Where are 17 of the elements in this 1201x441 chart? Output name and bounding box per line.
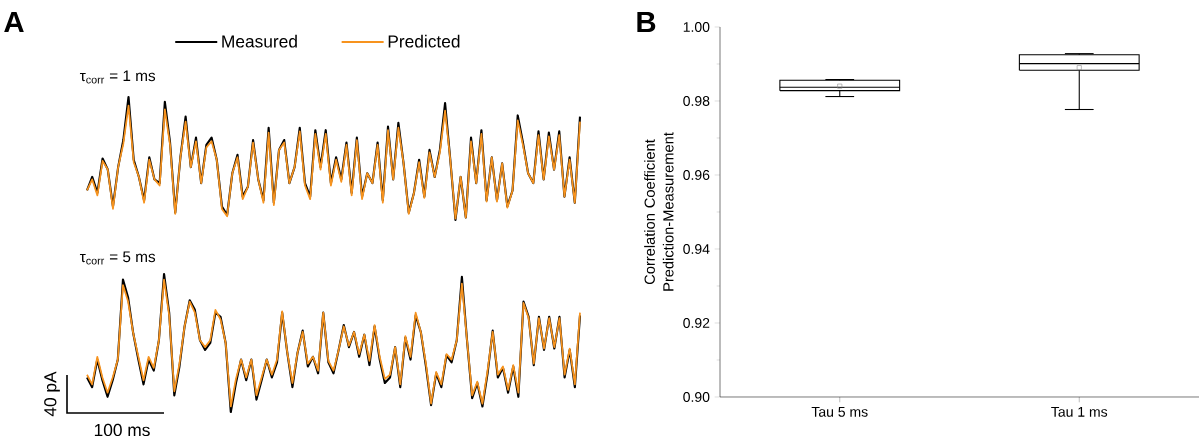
y-tick-label: 0.92 — [683, 318, 710, 328]
y-axis-title: Correlation Coefficient Prediction-Measurement — [644, 132, 674, 291]
y-tick-label: 1.00 — [683, 22, 710, 32]
text: A — [4, 11, 24, 33]
legend-label: Measured — [222, 34, 297, 48]
x-tick-label: Tau 1 ms — [1051, 407, 1108, 417]
chart-title: τ$_{corr}$ = 1 ms — [79, 70, 156, 84]
x-tick-label: Tau 5 ms — [811, 407, 868, 417]
text: B — [637, 11, 656, 33]
legend-label: Predicted — [388, 34, 460, 48]
y-tick-label: 0.94 — [683, 244, 710, 254]
y-tick-label: 0.98 — [683, 96, 710, 106]
y-tick-label: 0.90 — [683, 392, 710, 402]
text: 40 pA — [44, 371, 60, 417]
text: 100 ms — [94, 423, 150, 437]
chart-title: τ$_{corr}$ = 5 ms — [79, 251, 156, 265]
y-tick-label: 0.96 — [683, 170, 710, 180]
